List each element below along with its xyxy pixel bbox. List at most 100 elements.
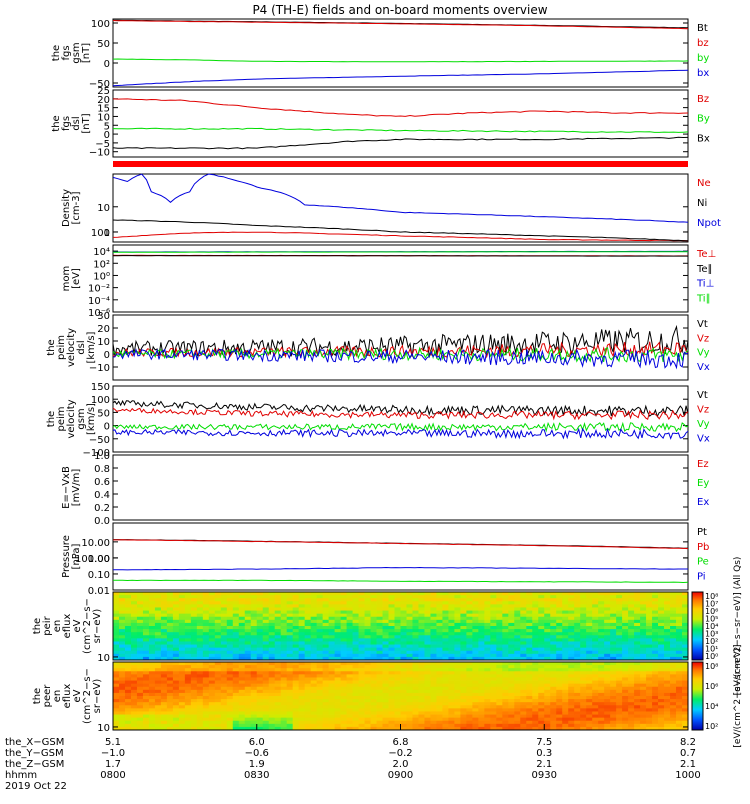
spectrogram-cell <box>448 641 455 645</box>
spectrogram-cell <box>622 708 629 712</box>
spectrogram-cell <box>214 723 222 728</box>
spectrogram-cell <box>280 686 288 691</box>
spectrogram-cell <box>394 665 401 669</box>
spectrogram-cell <box>118 723 126 728</box>
spectrogram-cell <box>628 644 635 649</box>
spectrogram-cell <box>490 635 497 639</box>
y-axis-label-line: gsm <box>76 408 87 429</box>
spectrogram-cell <box>256 711 264 715</box>
spectrogram-cell <box>142 647 150 652</box>
spectrogram-cell <box>604 622 611 627</box>
spectrogram-cell <box>484 705 491 709</box>
spectrogram-cell <box>664 708 671 712</box>
spectrogram-cell <box>526 607 533 611</box>
spectrogram-cell <box>538 714 545 719</box>
spectrogram-cell <box>184 592 192 596</box>
spectrogram-cell <box>442 665 449 669</box>
spectrogram-cell <box>424 702 431 706</box>
spectrogram-cell <box>436 665 443 669</box>
spectrogram-cell <box>400 671 407 675</box>
spectrogram-cell <box>682 613 689 618</box>
spectrogram-cell <box>598 598 605 602</box>
spectrogram-cell <box>454 717 461 722</box>
spectrogram-cell <box>658 708 665 712</box>
spectrogram-cell <box>124 635 132 639</box>
spectrogram-cell <box>592 683 599 688</box>
spectrogram-cell <box>562 635 569 639</box>
y-tick-label: 10⁻² <box>88 284 110 295</box>
spectrogram-cell <box>280 616 288 621</box>
spectrogram-cell <box>610 708 617 712</box>
spectrogram-cell <box>256 616 264 621</box>
spectrogram-cell <box>592 671 599 675</box>
spectrogram-cell <box>406 650 413 655</box>
spectrogram-cell <box>628 647 635 652</box>
series-line-Pb <box>113 539 689 550</box>
spectrogram-cell <box>538 632 545 636</box>
spectrogram-cell <box>460 711 467 715</box>
spectrogram-cell <box>376 692 383 697</box>
spectrogram-cell <box>322 726 330 731</box>
spectrogram-cell <box>298 626 306 630</box>
spectrogram-cell <box>640 650 647 655</box>
spectrogram-cell <box>238 592 246 596</box>
spectrogram-cell <box>670 711 677 715</box>
colorbar-scale <box>691 661 704 731</box>
spectrogram-cell <box>334 714 341 719</box>
spectrogram-cell <box>418 656 425 661</box>
spectrogram-cell <box>640 626 647 630</box>
spectrogram-cell <box>466 668 473 672</box>
spectrogram-cell <box>310 650 318 655</box>
spectrogram-cell <box>634 677 641 681</box>
spectrogram-cell <box>502 686 509 691</box>
spectrogram-cell <box>676 702 683 706</box>
spectrogram-cell <box>316 714 324 719</box>
spectrogram-cell <box>538 607 545 611</box>
spectrogram-cell <box>484 598 491 602</box>
spectrogram-cell <box>430 656 437 661</box>
spectrogram-cell <box>616 592 623 596</box>
spectrogram-cell <box>676 635 683 639</box>
spectrogram-cell <box>598 647 605 652</box>
spectrogram-cell <box>532 622 539 627</box>
spectrogram-cell <box>604 632 611 636</box>
spectrogram-cell <box>592 595 599 599</box>
spectrogram-cell <box>484 723 491 728</box>
spectrogram-cell <box>382 604 389 608</box>
spectrogram-cell <box>238 702 246 706</box>
spectrogram-cell <box>184 711 192 715</box>
spectrogram-cell <box>670 598 677 602</box>
spectrogram-cell <box>202 610 210 615</box>
spectrogram-cell <box>322 686 330 691</box>
spectrogram-cell <box>292 626 300 630</box>
spectrogram-cell <box>640 708 647 712</box>
spectrogram-cell <box>478 702 485 706</box>
spectrogram-cell <box>172 610 180 615</box>
spectrogram-cell <box>640 616 647 621</box>
spectrogram-cell <box>178 689 186 694</box>
y-axis-label-line: [nT] <box>81 43 92 63</box>
spectrogram-cell <box>166 726 174 731</box>
spectrogram-cell <box>118 629 126 633</box>
spectrogram-cell <box>220 604 228 608</box>
spectrogram-cell <box>634 638 641 642</box>
spectrogram-cell <box>184 726 192 731</box>
spectrogram-cell <box>130 653 138 658</box>
spectrogram-cell <box>664 692 671 697</box>
spectrogram-cell <box>220 601 228 605</box>
spectrogram-cell <box>550 714 557 719</box>
spectrogram-cell <box>466 686 473 691</box>
spectrogram-cell <box>484 677 491 681</box>
spectrogram-cell <box>286 592 294 596</box>
spectrogram-cell <box>154 638 162 642</box>
spectrogram-cell <box>400 638 407 642</box>
spectrogram-cell <box>286 708 294 712</box>
spectrogram-cell <box>490 626 497 630</box>
spectrogram-cell <box>556 662 563 666</box>
spectrogram-cell <box>520 696 527 700</box>
spectrogram-cell <box>628 711 635 715</box>
spectrogram-cell <box>292 692 300 697</box>
spectrogram-cell <box>202 635 210 639</box>
spectrogram-cell <box>190 626 198 630</box>
